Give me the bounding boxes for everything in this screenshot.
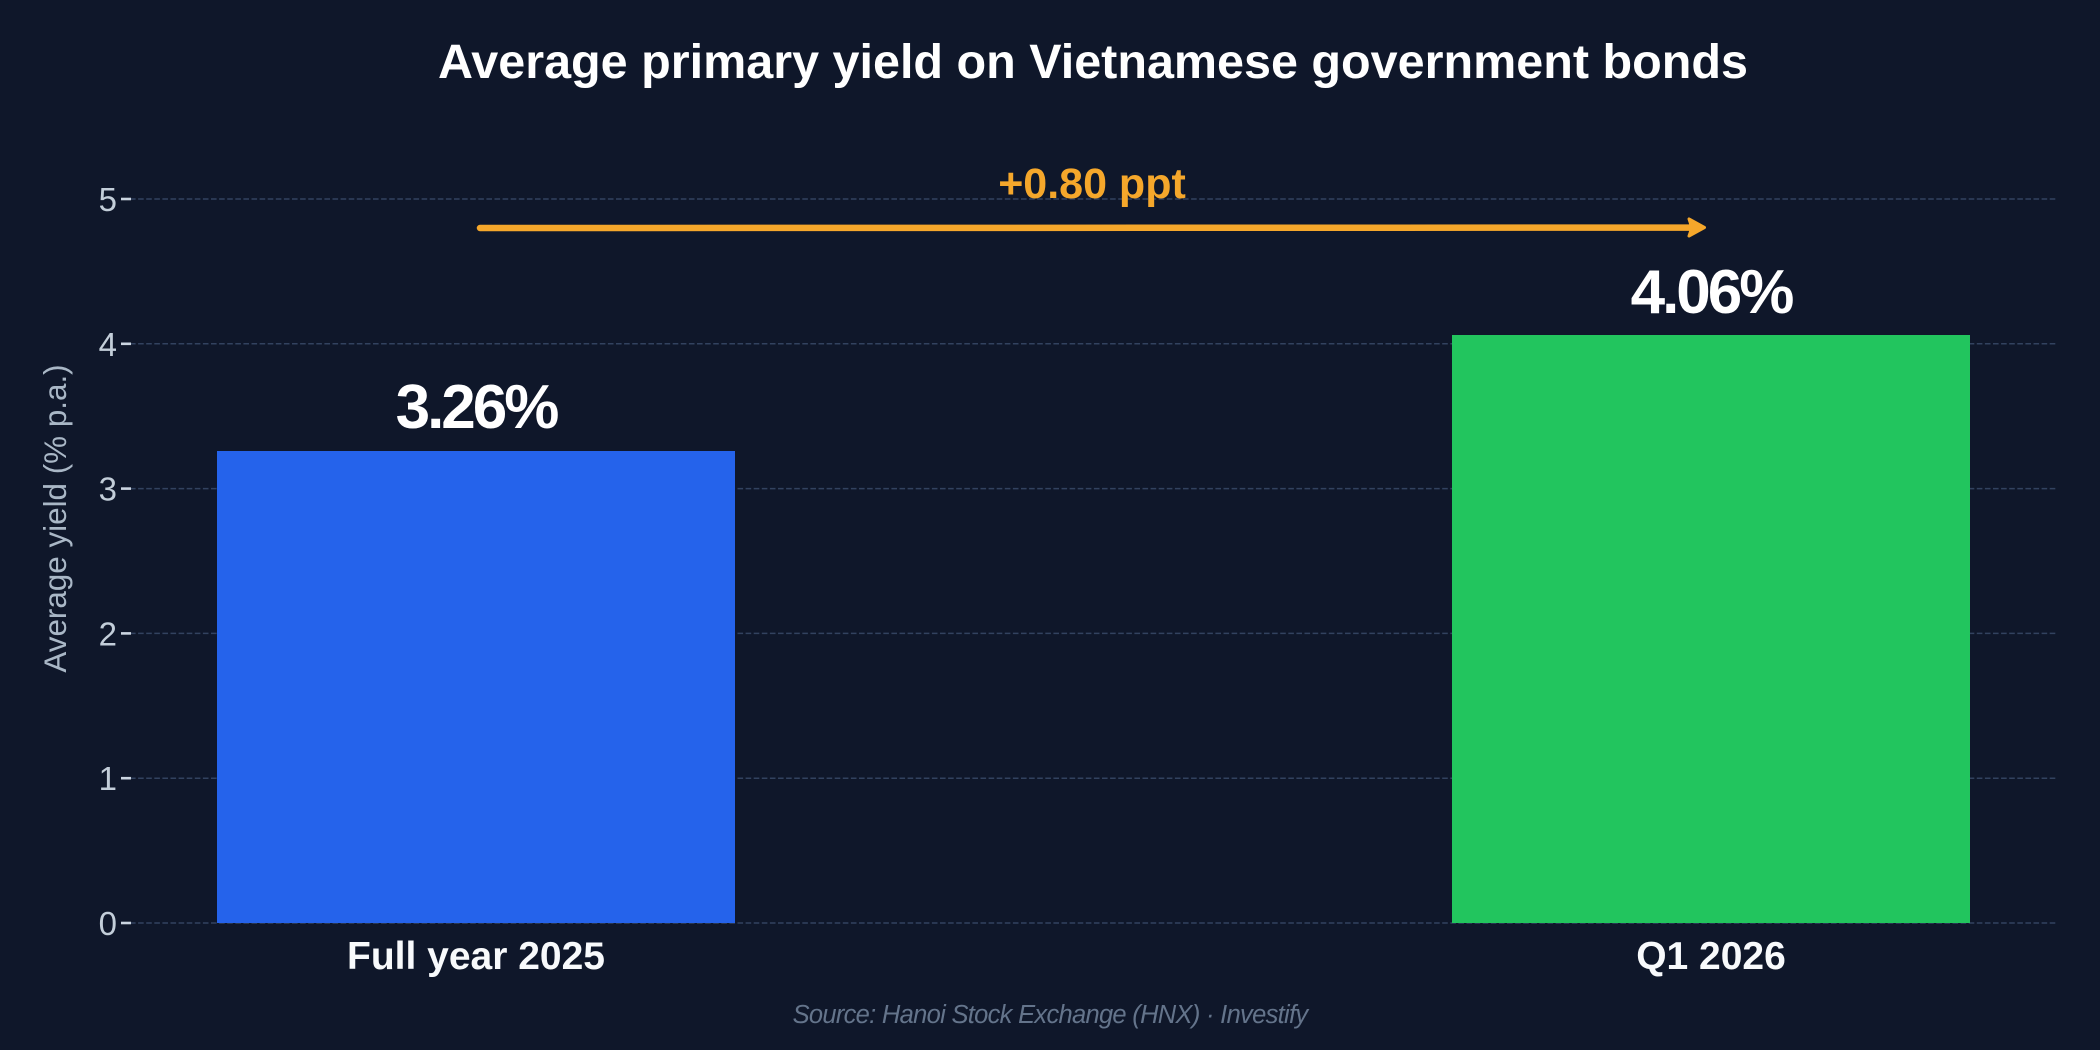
svg-text:1: 1 xyxy=(99,760,117,797)
svg-text:4.06%: 4.06% xyxy=(1631,258,1794,327)
svg-text:4: 4 xyxy=(99,326,117,363)
svg-text:0: 0 xyxy=(99,905,117,942)
svg-text:Full year 2025: Full year 2025 xyxy=(347,935,605,978)
svg-text:Source: Hanoi Stock Exchange (: Source: Hanoi Stock Exchange (HNX) · Inv… xyxy=(793,1001,1311,1029)
svg-text:3.26%: 3.26% xyxy=(396,373,559,442)
svg-text:Average yield (% p.a.): Average yield (% p.a.) xyxy=(38,364,73,672)
svg-text:Q1 2026: Q1 2026 xyxy=(1636,935,1786,978)
svg-text:Average primary yield on Vietn: Average primary yield on Vietnamese gove… xyxy=(438,35,1748,89)
svg-text:5: 5 xyxy=(99,181,117,218)
svg-text:+0.80 ppt: +0.80 ppt xyxy=(998,160,1186,208)
svg-text:3: 3 xyxy=(99,471,117,508)
svg-text:2: 2 xyxy=(99,615,117,652)
